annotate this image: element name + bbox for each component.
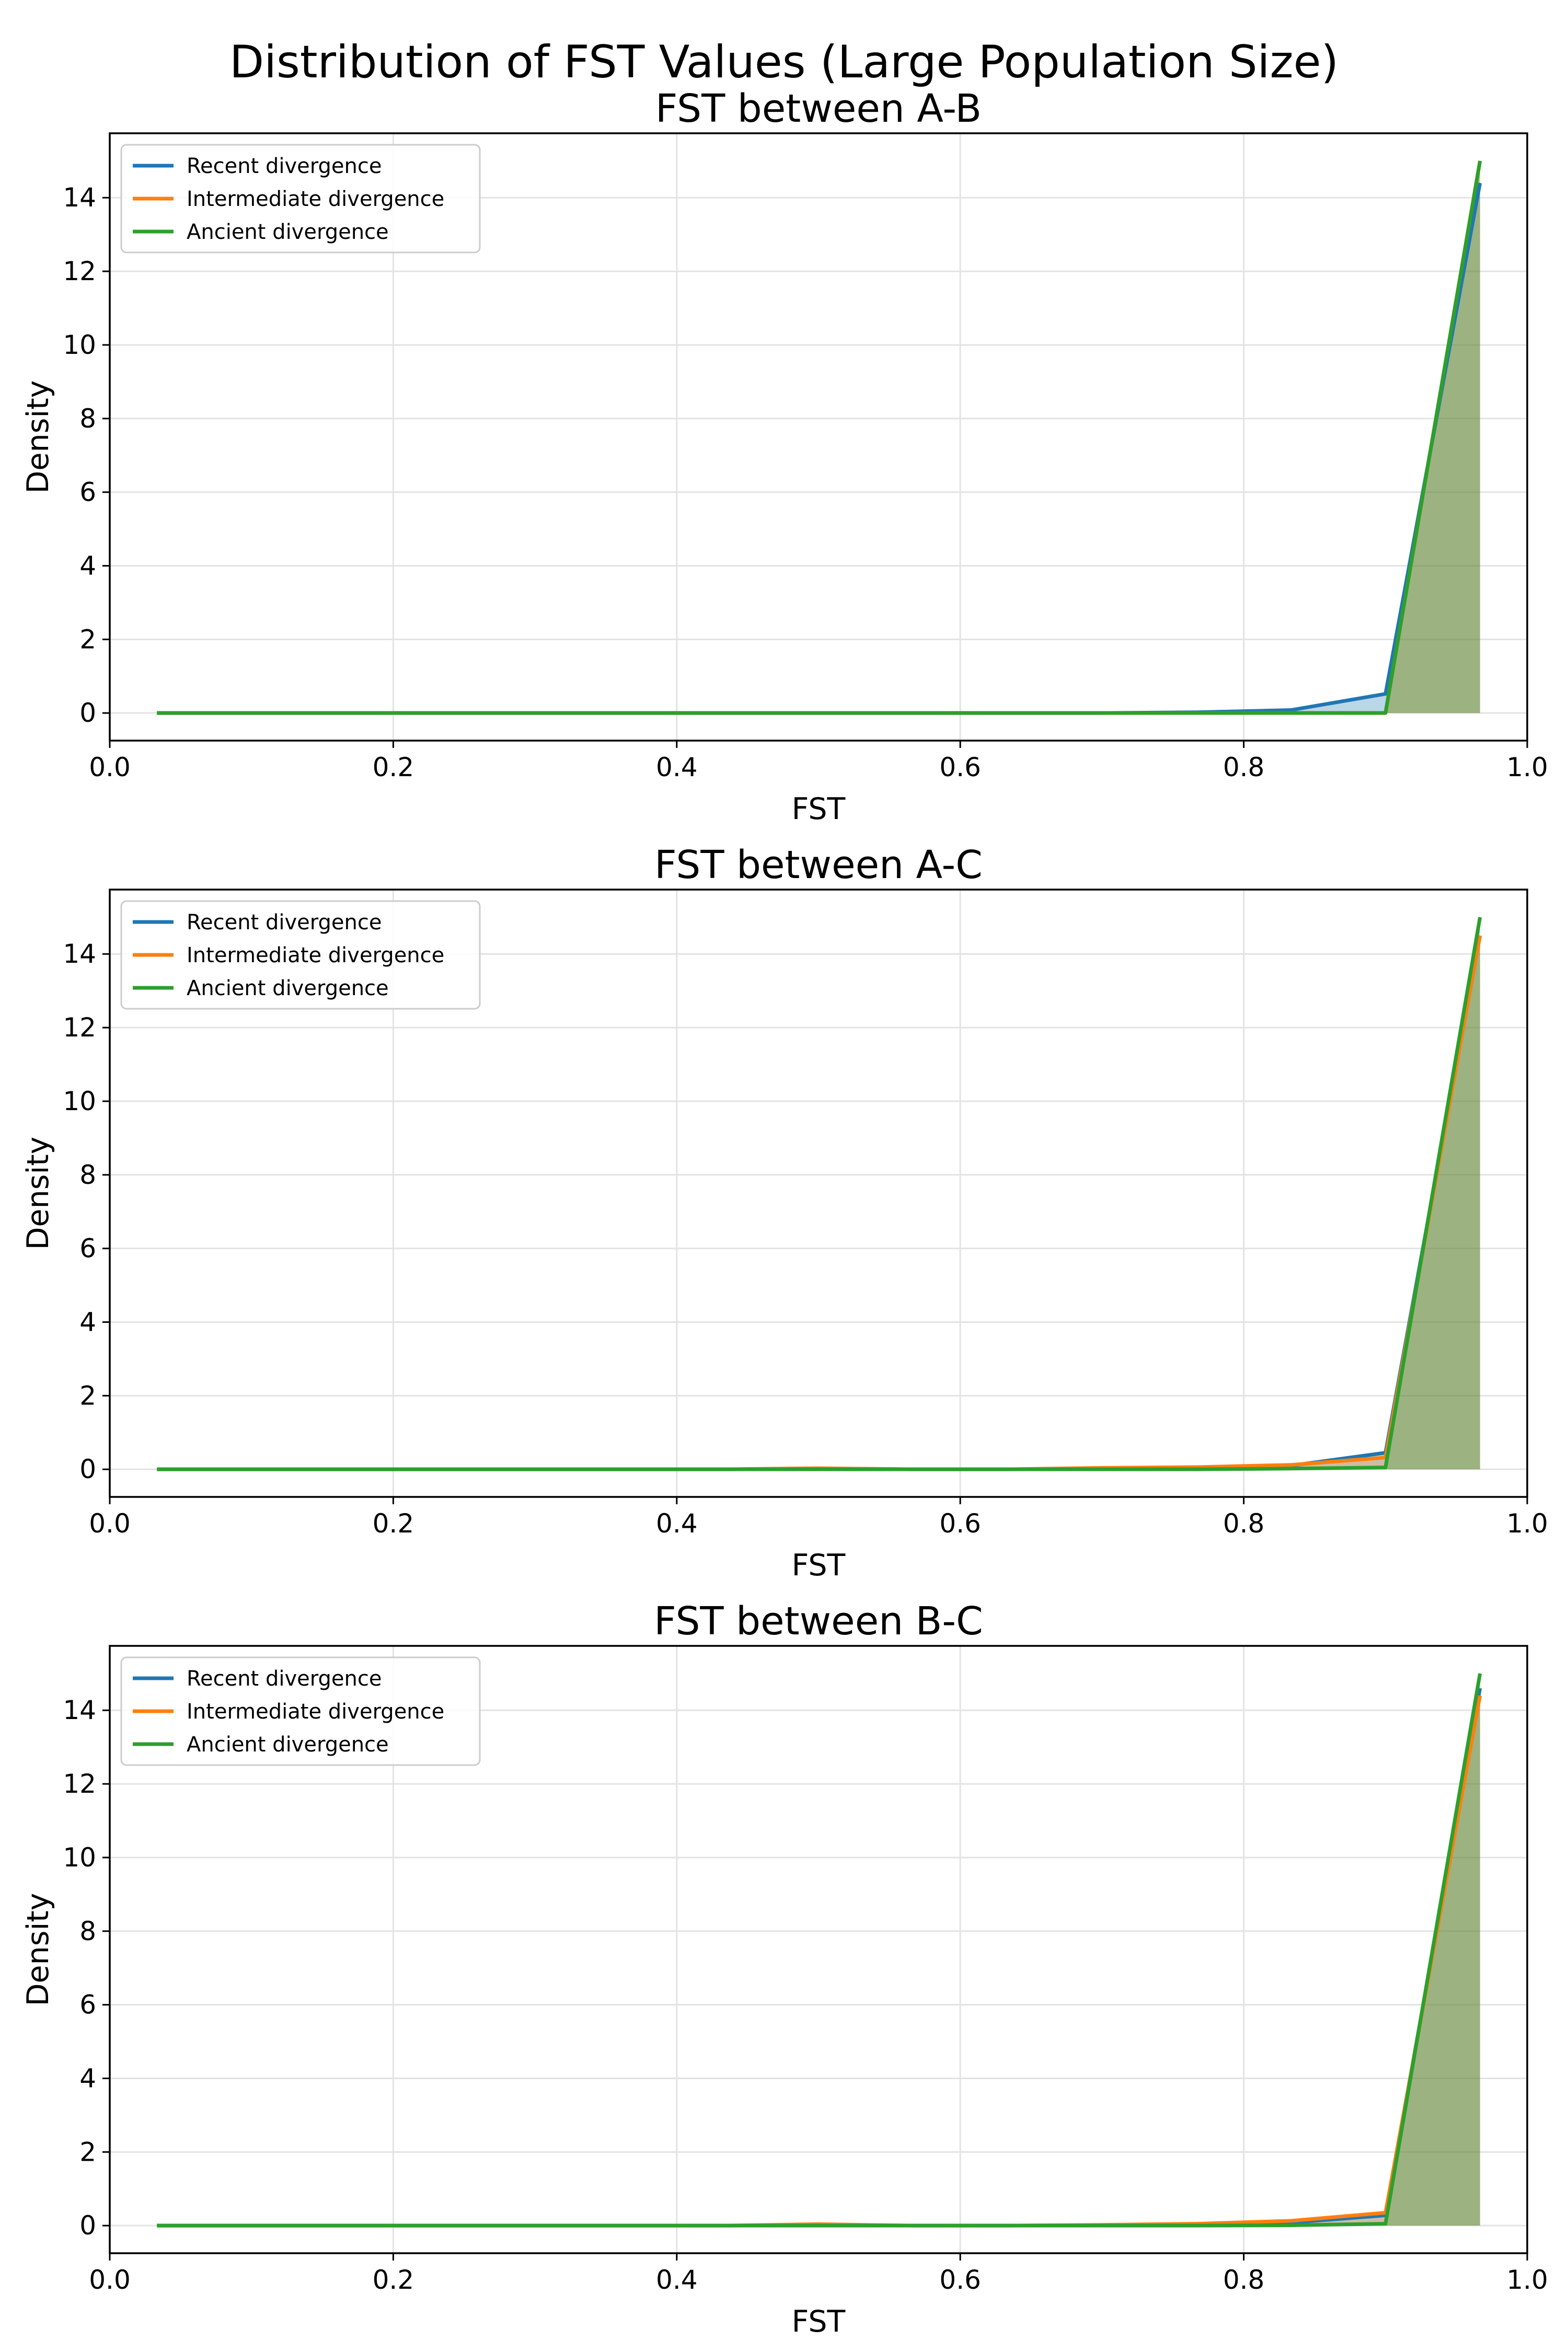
x-tick-label: 0.0 — [89, 1508, 131, 1539]
legend-entry: Intermediate divergence — [187, 1700, 444, 1724]
series-line-2 — [157, 1695, 1482, 2228]
series-line-1 — [157, 935, 1482, 1471]
y-tick-label: 12 — [63, 1769, 96, 1799]
y-tick-label: 14 — [63, 1695, 96, 1725]
chart-panel-2: FST between A-C 0.0 0.2 0.4 0.6 0.8 1.0 0 2 4 6 8 10… — [21, 843, 1548, 1583]
x-tick-label: 0.4 — [656, 1508, 698, 1539]
y-tick-label: 4 — [79, 550, 96, 581]
x-tick-label: 0.2 — [373, 2265, 414, 2295]
series-line-2 — [157, 935, 1482, 1471]
y-tick-label: 8 — [79, 1160, 96, 1190]
x-tick-label: 1.0 — [1506, 752, 1548, 782]
y-tick-label: 10 — [63, 1842, 96, 1873]
legend-entry: Ancient divergence — [187, 976, 389, 1000]
x-tick-label: 0.2 — [373, 1508, 414, 1539]
legend-entry: Ancient divergence — [187, 220, 389, 244]
series-line-1 — [157, 182, 1482, 715]
panel-title: FST between A-B — [655, 86, 982, 131]
legend-entry: Ancient divergence — [187, 1733, 389, 1757]
x-axis-label: FST — [792, 2304, 846, 2339]
y-tick-label: 6 — [79, 1990, 96, 2020]
y-tick-label: 14 — [63, 939, 96, 969]
series-line-3 — [157, 160, 1482, 715]
legend: Recent divergence Intermediate divergence… — [120, 1656, 481, 1766]
plot-frame — [109, 889, 1528, 1498]
legend-entry: Recent divergence — [187, 910, 382, 935]
legend-box — [120, 144, 481, 253]
chart-panels: FST between A-B 0.0 0.2 0.4 0.6 0.8 1.0 0 2 4 6 8 10… — [21, 86, 1548, 2339]
x-tick-label: 1.0 — [1506, 2265, 1548, 2295]
y-axis-label: Density — [21, 381, 55, 494]
y-tick-label: 2 — [79, 624, 96, 654]
x-tick-label: 0.8 — [1223, 2265, 1265, 2295]
y-tick-label: 0 — [79, 1454, 96, 1484]
x-tick-label: 0.4 — [656, 2265, 698, 2295]
x-tick-label: 0.6 — [939, 2265, 981, 2295]
chart-panel-3: FST between B-C 0.0 0.2 0.4 0.6 0.8 1.0 0 2 4 6 8 10… — [21, 1599, 1548, 2339]
series-area-2 — [157, 936, 1480, 1470]
panel-title: FST between B-C — [654, 1599, 983, 1644]
panel-title: FST between A-C — [654, 843, 983, 887]
x-tick-label: 0.6 — [939, 752, 981, 782]
chart-panel-1: FST between A-B 0.0 0.2 0.4 0.6 0.8 1.0 0 2 4 6 8 10… — [21, 86, 1548, 826]
legend-entry: Recent divergence — [187, 1667, 382, 1691]
series-area-1 — [157, 183, 1480, 713]
series-line-3 — [157, 917, 1482, 1471]
y-tick-label: 10 — [63, 1086, 96, 1116]
y-axis-label: Density — [21, 1893, 55, 2007]
figure-title: Distribution of FST Values (Large Popula… — [229, 36, 1339, 88]
y-axis-label: Density — [21, 1137, 55, 1250]
x-tick-label: 0.2 — [373, 752, 414, 782]
series-area-2 — [157, 1696, 1480, 2226]
legend-entry: Intermediate divergence — [187, 943, 444, 967]
y-tick-label: 2 — [79, 1380, 96, 1411]
x-tick-label: 0.8 — [1223, 752, 1265, 782]
x-tick-label: 1.0 — [1506, 1508, 1548, 1539]
legend: Recent divergence Intermediate divergence… — [120, 900, 481, 1010]
x-tick-label: 0.8 — [1223, 1508, 1265, 1539]
series-area-1 — [157, 936, 1480, 1470]
legend-box — [120, 900, 481, 1010]
x-tick-label: 0.0 — [89, 752, 131, 782]
y-tick-label: 8 — [79, 403, 96, 434]
x-axis-label: FST — [792, 792, 846, 826]
y-tick-label: 12 — [63, 256, 96, 286]
legend: Recent divergence Intermediate divergence… — [120, 144, 481, 253]
legend-box — [120, 1656, 481, 1766]
y-tick-label: 6 — [79, 1233, 96, 1264]
plot-frame — [109, 1645, 1528, 2254]
y-tick-label: 12 — [63, 1012, 96, 1043]
y-tick-label: 8 — [79, 1916, 96, 1946]
x-axis-label: FST — [792, 1548, 846, 1583]
x-tick-label: 0.0 — [89, 2265, 131, 2295]
series-line-1 — [157, 1688, 1482, 2228]
y-tick-label: 4 — [79, 1307, 96, 1337]
series-area-1 — [157, 1688, 1480, 2226]
y-tick-label: 14 — [63, 182, 96, 213]
plot-frame — [109, 132, 1528, 742]
y-tick-label: 10 — [63, 330, 96, 360]
y-tick-label: 2 — [79, 2137, 96, 2167]
legend-entry: Recent divergence — [187, 154, 382, 178]
legend-entry: Intermediate divergence — [187, 187, 444, 211]
x-tick-label: 0.4 — [656, 752, 698, 782]
y-tick-label: 6 — [79, 477, 96, 508]
y-tick-label: 0 — [79, 698, 96, 728]
y-tick-label: 0 — [79, 2210, 96, 2241]
series-line-3 — [157, 1673, 1482, 2228]
y-tick-label: 4 — [79, 2063, 96, 2093]
x-tick-label: 0.6 — [939, 1508, 981, 1539]
